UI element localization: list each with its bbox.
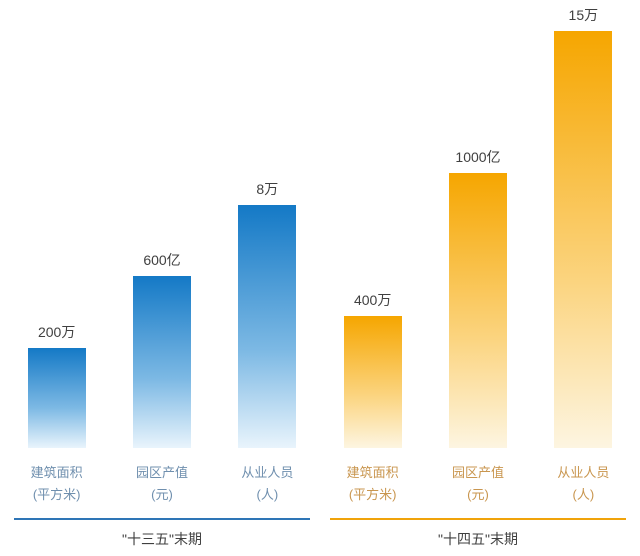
bar-park-output-blue [132, 276, 191, 448]
bars-row-orange: 400万 1000亿 15万 [320, 4, 636, 448]
bar-column-park-output-blue: 600亿 [109, 4, 214, 448]
bar-value-label: 200万 [37, 324, 76, 340]
bar-building-area-orange [343, 316, 402, 448]
category-name: 建筑面积 [346, 465, 399, 480]
bars-row-blue: 200万 600亿 8万 [4, 4, 320, 448]
bar-value-label: 8万 [256, 181, 279, 197]
category-unit: (元) [467, 487, 489, 502]
category-name: 园区产值 [135, 465, 188, 480]
category-park-output: 园区产值 (元) [425, 462, 530, 506]
category-labels-blue: 建筑面积 (平方米) 园区产值 (元) 从业人员 (人) [4, 462, 320, 506]
category-name: 从业人员 [557, 465, 610, 480]
category-name: 园区产值 [451, 465, 504, 480]
bar-column-employees-orange: 15万 [531, 4, 636, 448]
category-unit: (元) [151, 487, 173, 502]
category-unit: (平方米) [32, 487, 81, 502]
category-building-area: 建筑面积 (平方米) [4, 462, 109, 506]
group-fourteenth-five-year: 400万 1000亿 15万 建筑面积 (平方米) 园区产值 [320, 4, 636, 556]
category-park-output: 园区产值 (元) [109, 462, 214, 506]
category-unit: (人) [572, 487, 595, 502]
group-label-fourteenth: "十四五"末期 [438, 531, 518, 547]
group-axis-line-blue [14, 518, 310, 520]
bar-column-building-area-orange: 400万 [320, 4, 425, 448]
group-axis-line-orange [330, 518, 626, 520]
bar-building-area-blue [27, 348, 86, 448]
bar-column-park-output-orange: 1000亿 [425, 4, 530, 448]
bar-employees-blue [238, 205, 297, 448]
category-name: 从业人员 [241, 465, 294, 480]
bar-value-label: 15万 [568, 7, 599, 23]
category-unit: (平方米) [348, 487, 397, 502]
category-name: 建筑面积 [30, 465, 83, 480]
bar-employees-orange [554, 31, 613, 448]
category-labels-orange: 建筑面积 (平方米) 园区产值 (元) 从业人员 (人) [320, 462, 636, 506]
chart-row: 200万 600亿 8万 建筑面积 (平方米) 园区产值 [0, 4, 640, 556]
category-unit: (人) [256, 487, 279, 502]
category-building-area: 建筑面积 (平方米) [320, 462, 425, 506]
category-employees: 从业人员 (人) [215, 462, 320, 506]
category-employees: 从业人员 (人) [531, 462, 636, 506]
group-thirteenth-five-year: 200万 600亿 8万 建筑面积 (平方米) 园区产值 [4, 4, 320, 556]
bar-value-label: 600亿 [143, 252, 181, 268]
bar-column-building-area-blue: 200万 [4, 4, 109, 448]
bar-park-output-orange [448, 173, 507, 448]
group-label-thirteenth: "十三五"末期 [122, 531, 202, 547]
bar-value-label: 400万 [353, 292, 392, 308]
bar-value-label: 1000亿 [455, 149, 501, 165]
bar-column-employees-blue: 8万 [215, 4, 320, 448]
